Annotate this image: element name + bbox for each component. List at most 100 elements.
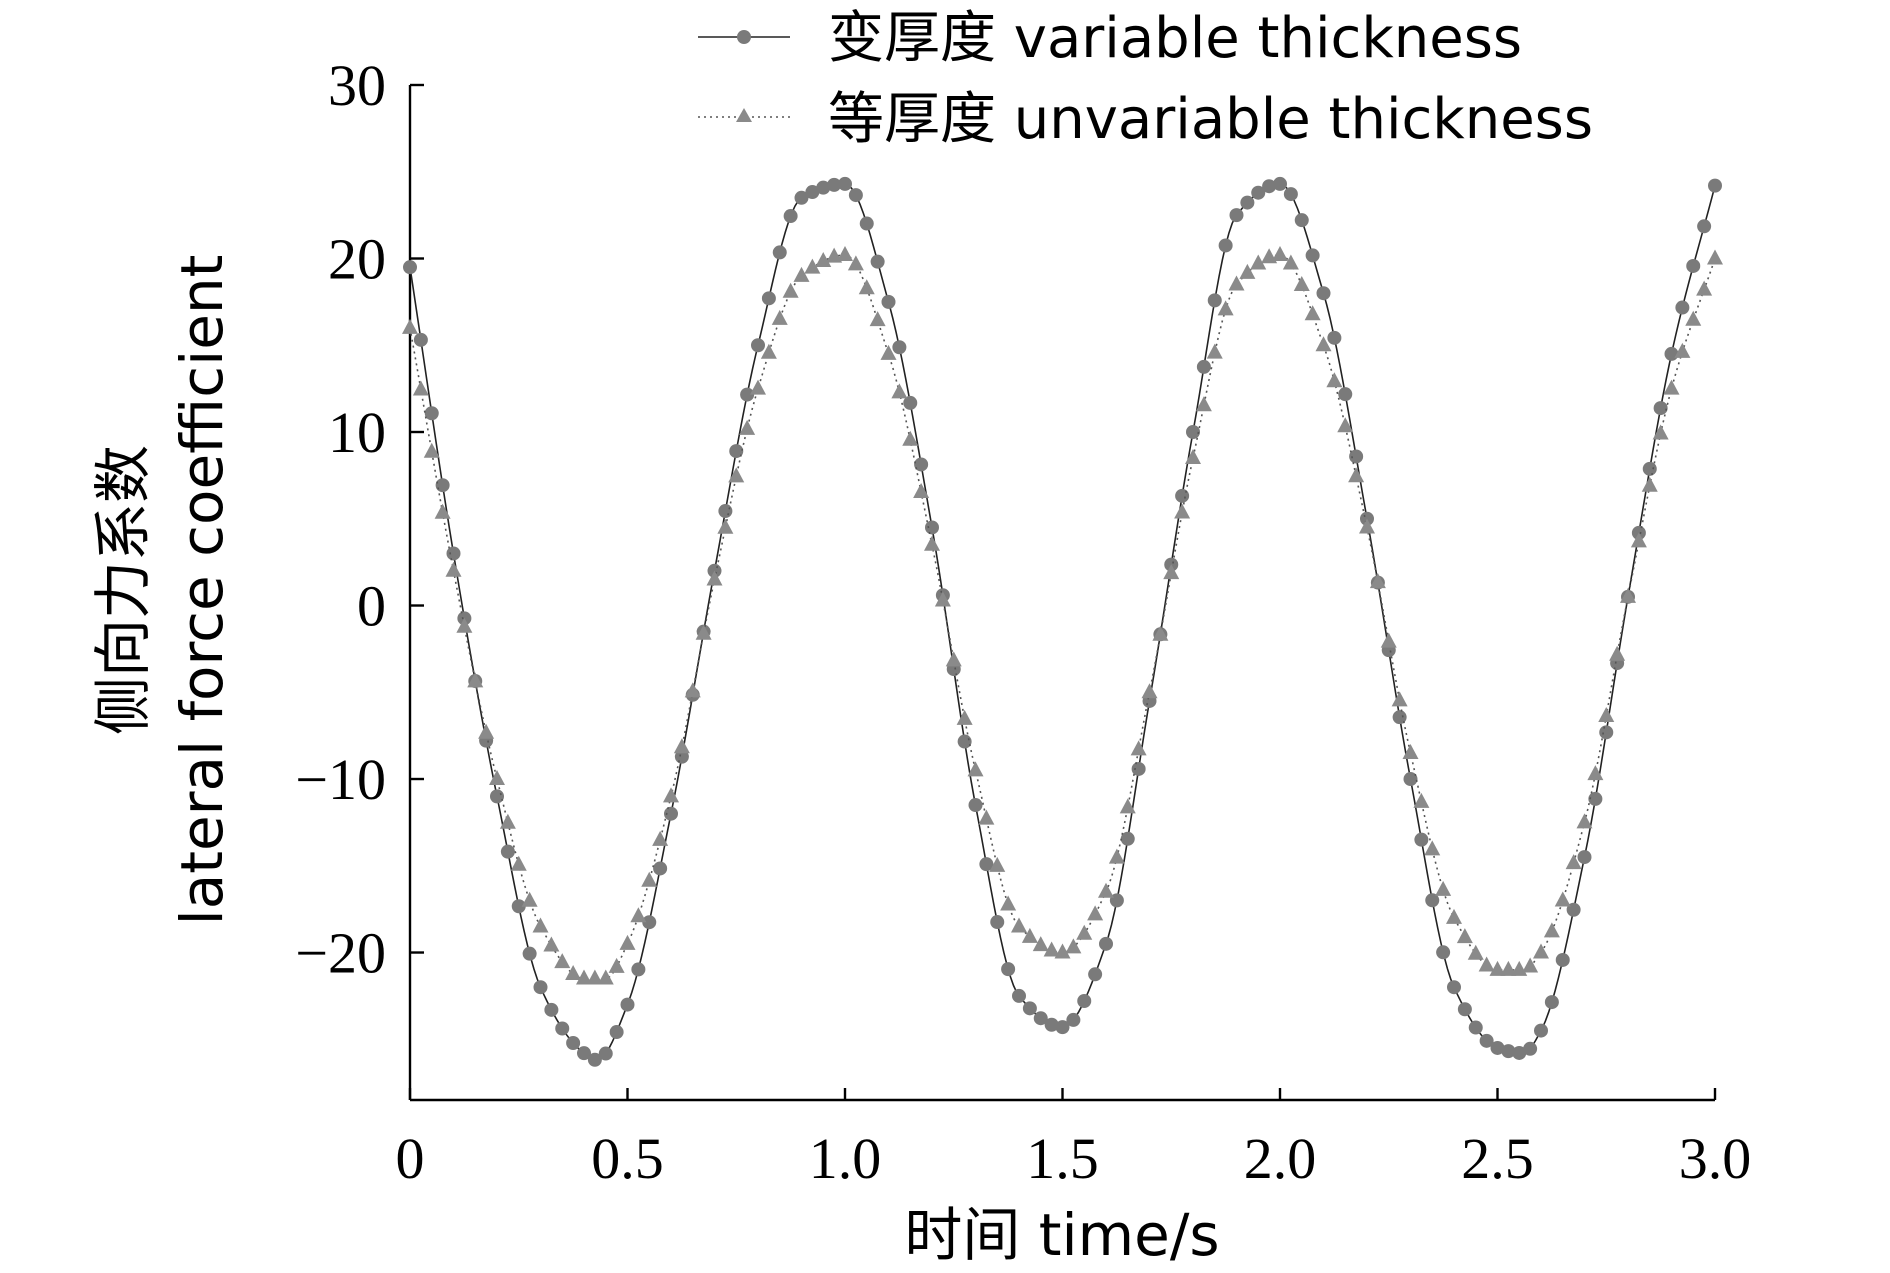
y-tick-label: 20 bbox=[328, 227, 386, 292]
data-point-triangle bbox=[663, 787, 679, 803]
data-point-circle bbox=[1088, 967, 1103, 982]
data-point-triangle bbox=[815, 252, 832, 268]
data-point-circle bbox=[1327, 330, 1342, 345]
data-point-circle bbox=[1066, 1012, 1081, 1027]
data-point-circle bbox=[1229, 208, 1244, 223]
data-point-circle bbox=[751, 338, 765, 353]
x-tick-label: 3.0 bbox=[1679, 1126, 1752, 1191]
data-point-triangle bbox=[1130, 740, 1147, 756]
data-point-triangle bbox=[456, 617, 473, 633]
legend-label-variable: 变厚度 variable thickness bbox=[828, 6, 1522, 71]
y-axis-title-cn-group: 侧向力系数 bbox=[89, 445, 157, 735]
data-point-triangle bbox=[1478, 956, 1495, 972]
data-point-triangle bbox=[1576, 813, 1593, 829]
data-point-triangle bbox=[967, 761, 984, 777]
data-point-circle bbox=[533, 980, 548, 995]
data-point-circle bbox=[1523, 1041, 1538, 1056]
data-point-circle bbox=[1001, 962, 1016, 977]
data-point-triangle bbox=[1174, 503, 1191, 519]
data-point-circle bbox=[729, 444, 744, 459]
data-point-triangle bbox=[1206, 343, 1223, 359]
data-point-circle bbox=[642, 915, 657, 930]
data-point-circle bbox=[1588, 791, 1603, 806]
data-point-circle bbox=[631, 962, 646, 977]
data-point-circle bbox=[1534, 1023, 1548, 1038]
data-point-triangle bbox=[989, 856, 1006, 872]
legend: 变厚度 variable thickness 等厚度 unvariable th… bbox=[698, 6, 1593, 152]
data-point-circle bbox=[881, 294, 896, 309]
data-point-triangle bbox=[1435, 880, 1452, 896]
data-point-circle bbox=[1392, 710, 1407, 725]
data-point-circle bbox=[805, 185, 820, 200]
data-point-triangle bbox=[1696, 280, 1713, 296]
data-point-circle bbox=[511, 899, 526, 914]
data-point-triangle bbox=[543, 936, 560, 952]
data-point-triangle bbox=[880, 344, 897, 360]
data-point-triangle bbox=[1282, 254, 1299, 270]
data-point-circle bbox=[870, 254, 885, 269]
data-point-triangle bbox=[771, 309, 788, 325]
data-point-triangle bbox=[445, 561, 462, 577]
data-point-triangle bbox=[608, 957, 625, 973]
data-point-circle bbox=[403, 260, 417, 275]
data-point-circle bbox=[609, 1025, 624, 1040]
data-point-triangle bbox=[945, 651, 962, 667]
series-line-variable bbox=[409, 183, 1716, 1061]
data-point-circle bbox=[1457, 1002, 1472, 1017]
data-point-triangle bbox=[1369, 573, 1386, 589]
data-point-circle bbox=[914, 457, 929, 472]
data-point-triangle bbox=[478, 723, 495, 739]
data-point-triangle bbox=[510, 855, 527, 871]
data-point-triangle bbox=[597, 969, 614, 985]
data-point-circle bbox=[1403, 772, 1418, 787]
data-point-triangle bbox=[1119, 798, 1136, 814]
data-point-circle bbox=[1425, 893, 1440, 908]
data-point-triangle bbox=[1620, 587, 1636, 603]
data-point-circle bbox=[1120, 831, 1135, 846]
data-point-triangle bbox=[1195, 396, 1212, 412]
data-point-triangle bbox=[1272, 246, 1288, 262]
data-point-triangle bbox=[1315, 336, 1332, 352]
data-point-circle bbox=[1196, 359, 1211, 374]
data-point-triangle bbox=[1565, 854, 1582, 870]
data-point-triangle bbox=[837, 246, 853, 262]
data-point-triangle bbox=[956, 709, 973, 725]
data-point-circle bbox=[1544, 995, 1559, 1010]
series-markers-variable bbox=[403, 176, 1722, 1067]
data-point-triangle bbox=[641, 871, 658, 887]
data-point-circle bbox=[1012, 988, 1026, 1003]
data-point-triangle bbox=[760, 343, 777, 359]
data-point-triangle bbox=[1348, 467, 1365, 483]
data-point-circle bbox=[664, 806, 678, 821]
x-tick-label: 2.0 bbox=[1244, 1126, 1317, 1191]
data-point-triangle bbox=[1707, 249, 1723, 265]
data-point-triangle bbox=[1337, 417, 1354, 433]
data-point-circle bbox=[490, 789, 504, 804]
data-point-circle bbox=[1642, 461, 1657, 476]
series-layer bbox=[402, 176, 1723, 1067]
data-point-circle bbox=[1653, 401, 1668, 416]
data-point-circle bbox=[783, 209, 798, 224]
data-point-circle bbox=[500, 844, 515, 859]
data-point-circle bbox=[522, 946, 537, 961]
ticks: 0 0.5 1.0 1.5 2.0 2.5 3.0 −20 −10 0 10 20 30 bbox=[295, 53, 1751, 1191]
data-point-circle bbox=[772, 245, 787, 260]
data-point-triangle bbox=[619, 934, 636, 950]
data-point-triangle bbox=[1424, 840, 1441, 856]
data-point-triangle bbox=[489, 770, 505, 786]
data-point-triangle bbox=[412, 380, 429, 396]
data-point-circle bbox=[1512, 1045, 1527, 1060]
data-point-triangle bbox=[1456, 928, 1473, 944]
data-point-triangle bbox=[1108, 848, 1125, 864]
data-point-circle bbox=[1099, 936, 1113, 951]
data-point-circle bbox=[1283, 187, 1298, 202]
data-point-circle bbox=[1686, 258, 1701, 273]
x-tick-label: 1.5 bbox=[1026, 1126, 1099, 1191]
data-point-circle bbox=[892, 340, 907, 355]
x-axis-title: 时间 time/s bbox=[904, 1201, 1219, 1269]
data-point-circle bbox=[761, 291, 776, 306]
data-point-circle bbox=[838, 176, 852, 191]
data-point-circle bbox=[1131, 761, 1146, 776]
y-axis-title-cn: 侧向力系数 bbox=[89, 445, 157, 735]
